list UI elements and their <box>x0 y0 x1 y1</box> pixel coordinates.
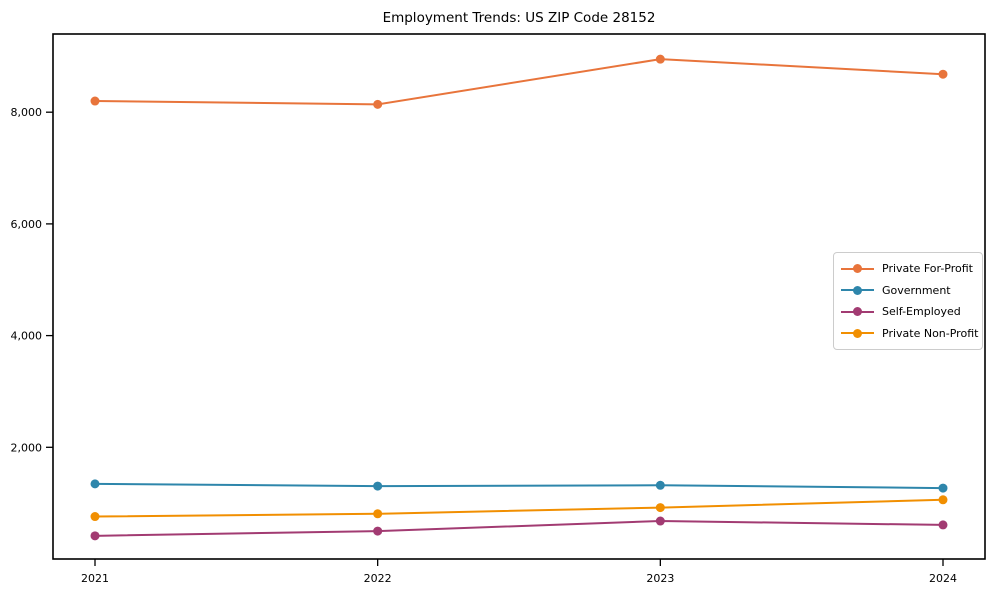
legend-item-government: Government <box>841 280 975 302</box>
data-point-government <box>938 483 948 493</box>
data-point-private-non-profit <box>655 503 665 513</box>
data-point-government <box>90 479 100 489</box>
legend-marker-private-non-profit <box>841 328 874 338</box>
series-line-private-for-profit <box>94 58 944 106</box>
legend-item-private-non-profit: Private Non-Profit <box>841 323 979 345</box>
data-point-private-for-profit <box>938 69 948 79</box>
x-tick-label: 2022 <box>364 572 392 585</box>
data-point-private-for-profit <box>90 96 100 106</box>
data-point-self-employed <box>655 516 665 526</box>
legend-label-government: Government <box>882 283 951 297</box>
legend: Private For-Profit Government Self-Employe… <box>833 252 983 350</box>
legend-marker-government <box>841 285 874 295</box>
x-tick-label: 2024 <box>929 572 957 585</box>
data-point-government <box>373 481 383 491</box>
data-point-self-employed <box>90 531 100 541</box>
data-point-government <box>655 480 665 490</box>
legend-label-private-for-profit: Private For-Profit <box>882 262 973 276</box>
x-tick-label: 2023 <box>646 572 674 585</box>
data-point-private-for-profit <box>373 99 383 109</box>
data-point-private-non-profit <box>938 495 948 505</box>
data-point-private-non-profit <box>373 509 383 519</box>
data-point-private-for-profit <box>655 54 665 64</box>
y-tick-label: 6,000 <box>11 218 43 231</box>
legend-marker-self-employed <box>841 307 874 317</box>
y-tick-label: 8,000 <box>11 106 43 119</box>
legend-item-self-employed: Self-Employed <box>841 301 975 323</box>
y-tick-label: 4,000 <box>11 330 43 343</box>
series-line-government <box>94 482 944 490</box>
series-line-self-employed <box>94 520 944 537</box>
legend-marker-private-for-profit <box>841 264 874 274</box>
legend-label-self-employed: Self-Employed <box>882 305 961 319</box>
y-tick-label: 2,000 <box>11 441 43 454</box>
legend-item-private-for-profit: Private For-Profit <box>841 258 975 280</box>
plot-border <box>52 33 986 560</box>
series-line-private-non-profit <box>94 498 944 518</box>
x-tick-label: 2021 <box>81 572 109 585</box>
legend-label-private-non-profit: Private Non-Profit <box>882 326 979 340</box>
data-point-self-employed <box>938 520 948 530</box>
data-point-self-employed <box>373 526 383 536</box>
data-point-private-non-profit <box>90 512 100 522</box>
chart-title: Employment Trends: US ZIP Code 28152 <box>382 10 656 26</box>
